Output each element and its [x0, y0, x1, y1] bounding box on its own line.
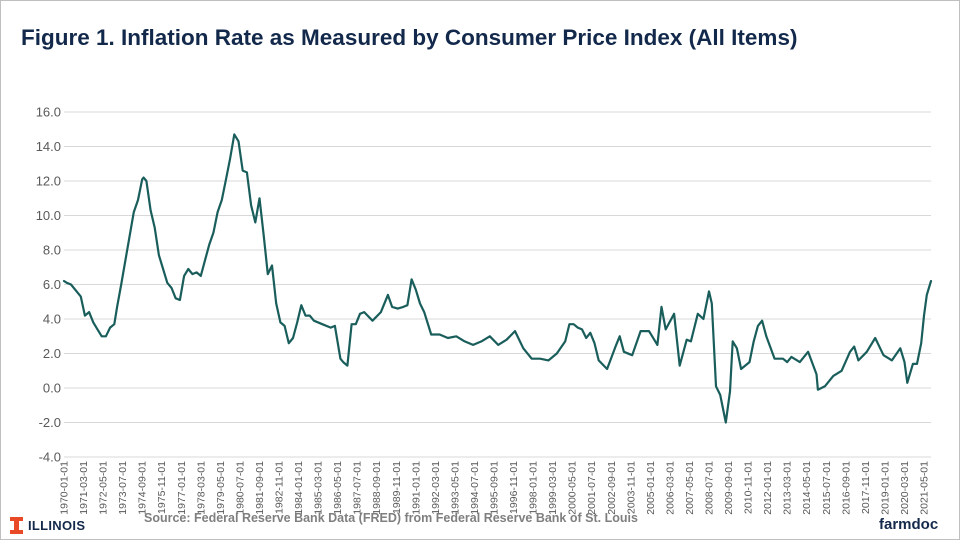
y-tick-label: 2.0 — [43, 346, 61, 361]
x-tick-label: 1972-05-01 — [98, 461, 110, 515]
y-tick-label: 10.0 — [36, 208, 61, 223]
x-tick-label: 1971-03-01 — [78, 461, 90, 515]
x-tick-label: 2008-07-01 — [704, 461, 716, 515]
x-tick-label: 1994-07-01 — [469, 461, 481, 515]
x-tick-label: 1980-07-01 — [234, 461, 246, 515]
x-tick-label: 1996-11-01 — [508, 461, 520, 514]
x-tick-label: 1982-11-01 — [274, 461, 286, 514]
source-note: Source: Federal Reserve Bank Data (FRED)… — [144, 511, 638, 525]
x-tick-label: 2014-05-01 — [801, 461, 813, 515]
y-tick-label: 12.0 — [36, 174, 61, 189]
x-tick-label: 2010-11-01 — [743, 461, 755, 514]
x-tick-label: 2002-09-01 — [606, 461, 618, 515]
x-tick-label: 2012-01-01 — [762, 461, 774, 515]
x-tick-label: 2019-01-01 — [879, 461, 891, 515]
x-tick-label: 1977-01-01 — [176, 461, 188, 515]
x-tick-label: 2000-05-01 — [567, 461, 579, 515]
y-tick-label: 6.0 — [43, 277, 61, 292]
x-tick-label: 1991-01-01 — [410, 461, 422, 515]
x-tick-label: 1988-09-01 — [371, 461, 383, 515]
x-tick-label: 1975-11-01 — [156, 461, 168, 514]
x-tick-label: 1986-05-01 — [332, 461, 344, 515]
x-tick-label: 1970-01-01 — [59, 461, 71, 515]
x-tick-label: 1978-03-01 — [195, 461, 207, 515]
x-tick-label: 1984-01-01 — [293, 461, 305, 515]
x-tick-label: 1993-05-01 — [449, 461, 461, 515]
x-tick-label: 1985-03-01 — [313, 461, 325, 515]
illinois-wordmark: ILLINOIS — [28, 518, 86, 533]
x-tick-label: 1979-05-01 — [215, 461, 227, 515]
x-tick-label: 1987-07-01 — [352, 461, 364, 515]
x-tick-label: 2016-09-01 — [840, 461, 852, 515]
farmdoc-logo: farmdoc — [879, 516, 939, 533]
y-tick-label: 14.0 — [36, 139, 61, 154]
x-tick-label: 2001-07-01 — [586, 461, 598, 515]
y-tick-label: 8.0 — [43, 243, 61, 258]
y-tick-label: 4.0 — [43, 312, 61, 327]
y-tick-label: -2.0 — [39, 415, 61, 430]
block-i-icon — [10, 517, 23, 534]
x-tick-label: 2015-07-01 — [821, 461, 833, 515]
x-tick-label: 2007-05-01 — [684, 461, 696, 515]
x-axis-tick-labels: 1970-01-01 1971-03-01 1972-05-01 1973-07-01… — [59, 461, 931, 515]
gridlines — [64, 111, 931, 458]
y-axis-tick-labels: -4.0 -2.0 0.0 2.0 4.0 6.0 8.0 10.0 12.0 14.0 16.0 — [36, 105, 61, 465]
x-tick-label: 1974-09-01 — [137, 461, 149, 515]
cpi-inflation-line — [62, 133, 933, 424]
x-tick-label: 2005-01-01 — [645, 461, 657, 515]
x-tick-label: 1981-09-01 — [254, 461, 266, 515]
y-tick-label: 16.0 — [36, 105, 61, 120]
series-group — [62, 133, 933, 424]
x-tick-label: 2003-11-01 — [625, 461, 637, 514]
x-tick-label: 2021-05-01 — [919, 461, 931, 515]
chart-title: Figure 1. Inflation Rate as Measured by … — [21, 25, 798, 50]
x-tick-label: 1992-03-01 — [430, 461, 442, 515]
x-tick-label: 2009-09-01 — [723, 461, 735, 515]
x-tick-label: 1995-09-01 — [489, 461, 501, 515]
y-tick-label: -4.0 — [39, 450, 61, 465]
x-tick-label: 1998-01-01 — [528, 461, 540, 515]
illinois-logo: ILLINOIS — [10, 517, 85, 534]
x-tick-label: 2006-03-01 — [664, 461, 676, 515]
x-tick-label: 2020-03-01 — [899, 461, 911, 515]
x-tick-label: 1989-11-01 — [391, 461, 403, 514]
x-tick-label: 2017-11-01 — [860, 461, 872, 514]
x-tick-label: 1999-03-01 — [547, 461, 559, 515]
x-tick-label: 2013-03-01 — [782, 461, 794, 515]
x-tick-label: 1973-07-01 — [117, 461, 129, 515]
y-tick-label: 0.0 — [43, 381, 61, 396]
